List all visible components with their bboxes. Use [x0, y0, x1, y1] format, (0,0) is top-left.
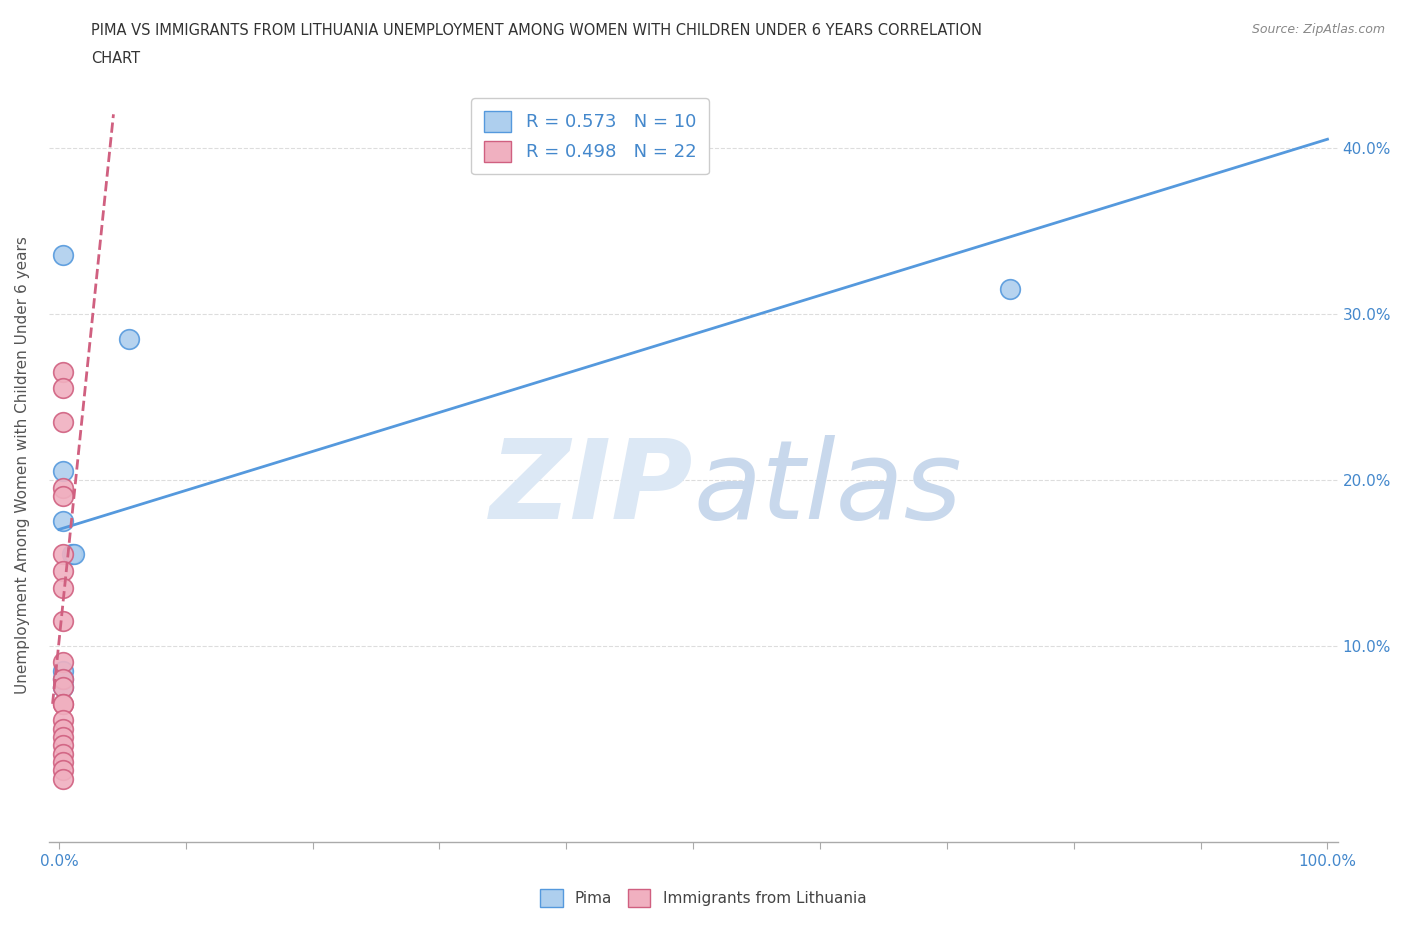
Point	[52, 564, 75, 578]
Point	[52, 722, 75, 737]
Point	[52, 414, 75, 429]
Legend: Pima, Immigrants from Lithuania: Pima, Immigrants from Lithuania	[534, 884, 872, 913]
Point	[52, 680, 75, 695]
Point	[52, 671, 75, 686]
Point	[52, 580, 75, 595]
Text: Source: ZipAtlas.com: Source: ZipAtlas.com	[1251, 23, 1385, 36]
Point	[1000, 281, 1022, 296]
Y-axis label: Unemployment Among Women with Children Under 6 years: Unemployment Among Women with Children U…	[15, 236, 30, 695]
Point	[52, 489, 75, 504]
Point	[52, 381, 75, 396]
Point	[52, 513, 75, 528]
Point	[52, 763, 75, 777]
Text: ZIP: ZIP	[489, 434, 693, 541]
Point	[52, 771, 75, 786]
Point	[52, 746, 75, 761]
Point	[52, 365, 75, 379]
Point	[52, 713, 75, 728]
Point	[52, 481, 75, 496]
Text: atlas: atlas	[693, 434, 962, 541]
Point	[52, 730, 75, 745]
Point	[52, 547, 75, 562]
Point	[118, 331, 141, 346]
Point	[63, 547, 86, 562]
Point	[52, 614, 75, 629]
Point	[52, 655, 75, 670]
Point	[52, 663, 75, 678]
Text: CHART: CHART	[91, 51, 141, 66]
Point	[52, 737, 75, 752]
Legend: R = 0.573   N = 10, R = 0.498   N = 22: R = 0.573 N = 10, R = 0.498 N = 22	[471, 99, 709, 175]
Point	[52, 248, 75, 263]
Point	[60, 547, 83, 562]
Point	[52, 671, 75, 686]
Point	[52, 754, 75, 769]
Text: PIMA VS IMMIGRANTS FROM LITHUANIA UNEMPLOYMENT AMONG WOMEN WITH CHILDREN UNDER 6: PIMA VS IMMIGRANTS FROM LITHUANIA UNEMPL…	[91, 23, 983, 38]
Point	[52, 464, 75, 479]
Point	[52, 697, 75, 711]
Point	[52, 697, 75, 711]
Point	[52, 680, 75, 695]
